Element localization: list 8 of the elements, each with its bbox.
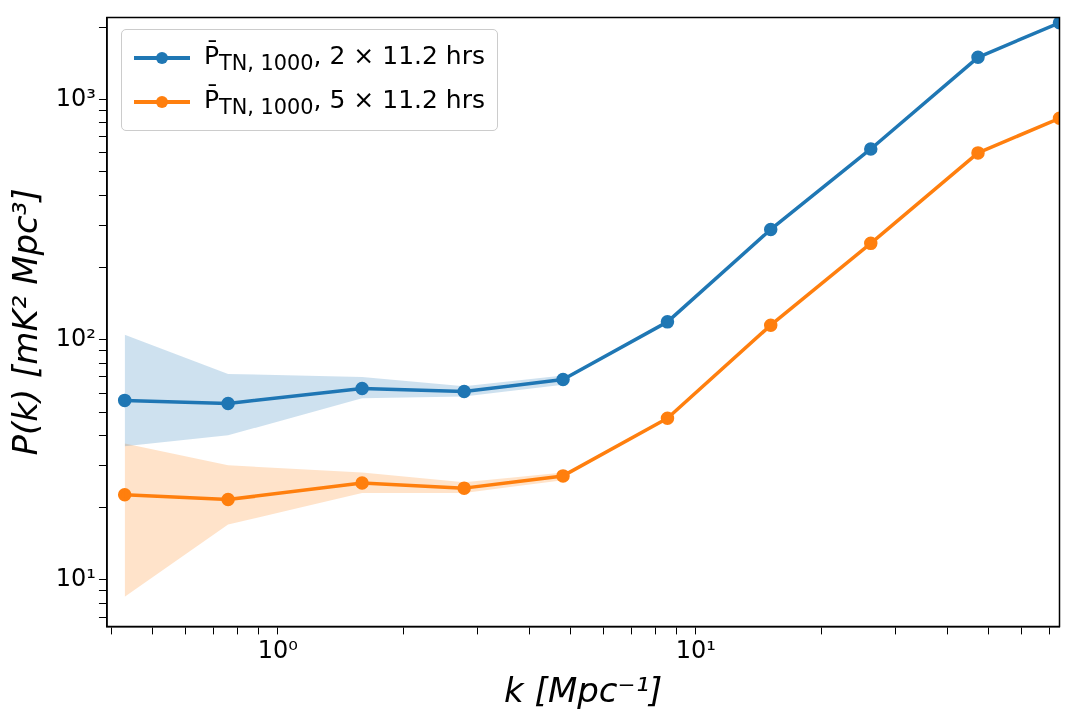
y-axis-title: P(k) [mK² Mpc³] <box>5 188 46 456</box>
x-axis-title: k [Mpc⁻¹] <box>504 670 663 711</box>
legend-label: P̄$_{TN, 1000}$, 2 × 11.2 hrs <box>203 41 485 76</box>
y-tick-label: 10² <box>55 323 96 352</box>
x-tick-label: 10⁰ <box>257 636 298 665</box>
y-tick-label: 10¹ <box>55 564 96 593</box>
y-tick-label: 10³ <box>55 83 96 112</box>
legend-label: P̄$_{TN, 1000}$, 5 × 11.2 hrs <box>203 85 485 120</box>
